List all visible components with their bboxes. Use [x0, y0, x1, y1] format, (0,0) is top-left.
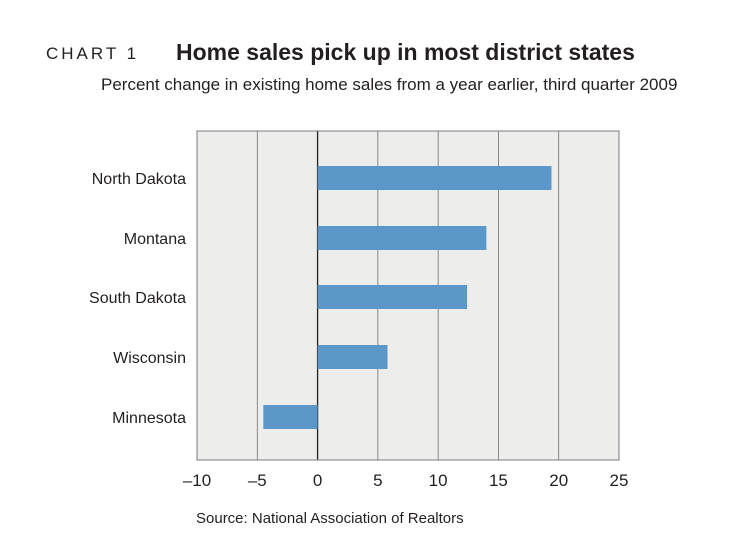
chart-number: CHART 1: [46, 44, 140, 63]
x-tick-label: 5: [373, 471, 382, 490]
bar-minnesota: [263, 405, 318, 429]
category-label: South Dakota: [89, 290, 186, 307]
plot-frame: [196, 130, 620, 461]
x-tick-label: –5: [248, 471, 267, 490]
x-tick-label: 25: [610, 471, 629, 490]
bar-north-dakota: [317, 166, 552, 190]
chart-subtitle: Percent change in existing home sales fr…: [101, 75, 678, 94]
x-tick-label: –10: [183, 471, 211, 490]
x-tick-label: 20: [549, 471, 568, 490]
bar-south-dakota: [317, 285, 468, 309]
category-label: Wisconsin: [113, 350, 186, 367]
chart-title: Home sales pick up in most district stat…: [176, 39, 635, 65]
bars: [263, 166, 552, 429]
x-tick-label: 10: [429, 471, 448, 490]
x-tick-labels: –10 –5 0 5 10 15 20 25: [183, 471, 629, 490]
x-tick-label: 0: [313, 471, 322, 490]
category-label: Minnesota: [112, 410, 186, 427]
x-tick-label: 15: [489, 471, 508, 490]
source-note: Source: National Association of Realtors: [196, 510, 464, 527]
bar-montana: [317, 226, 487, 250]
category-label: North Dakota: [92, 171, 186, 188]
category-labels: North Dakota Montana South Dakota Wisconsin…: [89, 171, 186, 427]
category-label: Montana: [124, 231, 186, 248]
bar-wisconsin: [317, 345, 388, 369]
